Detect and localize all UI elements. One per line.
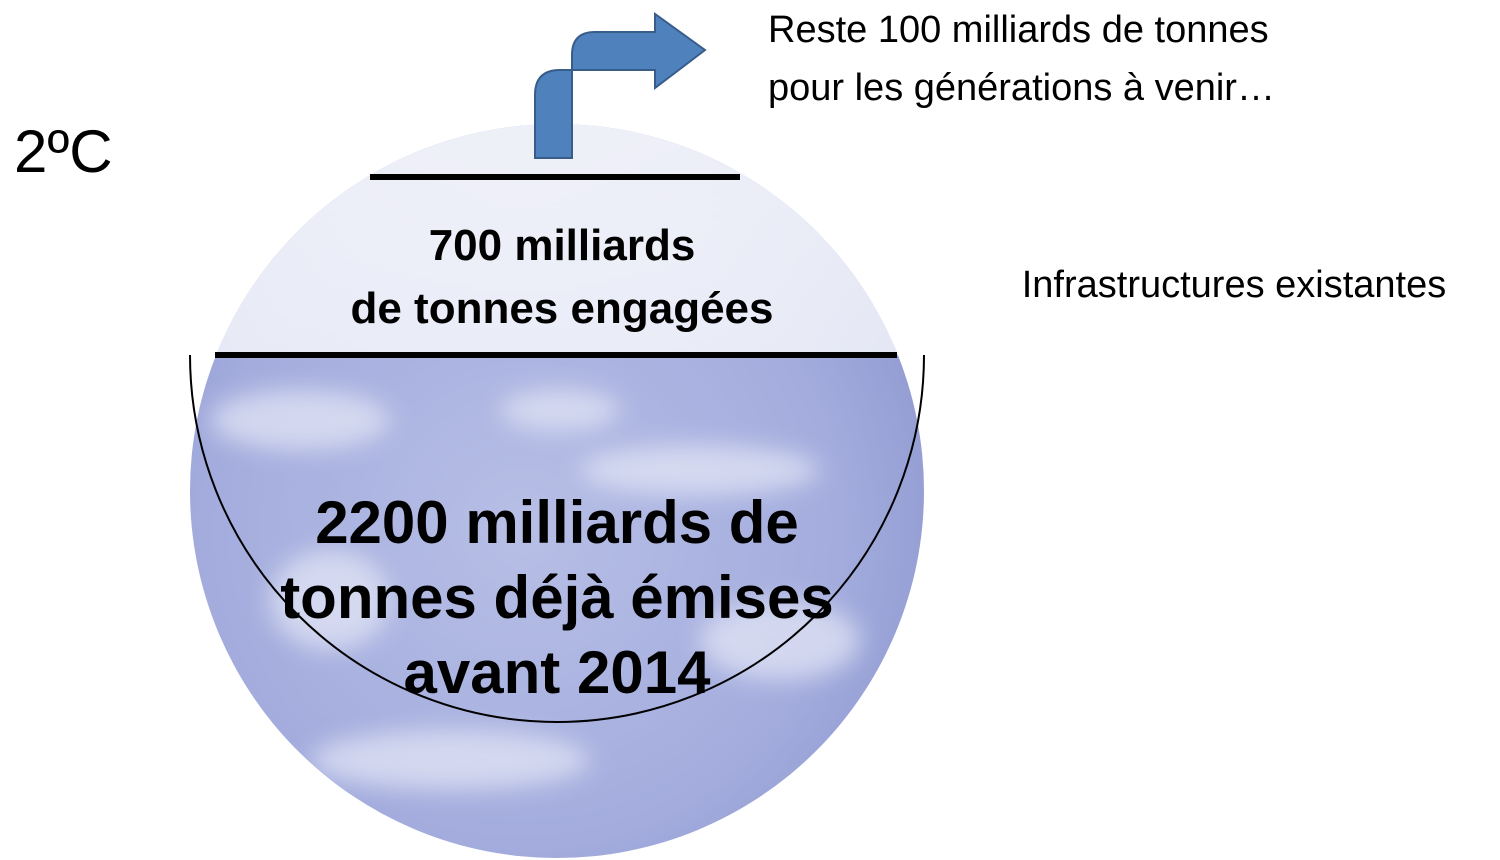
remaining-text: Reste 100 milliards de tonnes pour les gé… [768, 9, 1275, 109]
text-line: avant 2014 [404, 639, 712, 706]
temperature-label: 2ºC [14, 118, 113, 185]
text-line: 700 milliards [429, 221, 696, 270]
text-line: pour les générations à venir… [768, 67, 1275, 109]
text-line: tonnes déjà émises [280, 564, 834, 631]
diagram: 2ºC Infrastructures existantes Reste 100… [0, 0, 1500, 860]
infrastructure-label: Infrastructures existantes [1022, 264, 1447, 306]
text-line: Reste 100 milliards de tonnes [768, 9, 1269, 51]
text-line: de tonnes engagées [350, 284, 773, 333]
text-line: 2200 milliards de [315, 489, 799, 556]
